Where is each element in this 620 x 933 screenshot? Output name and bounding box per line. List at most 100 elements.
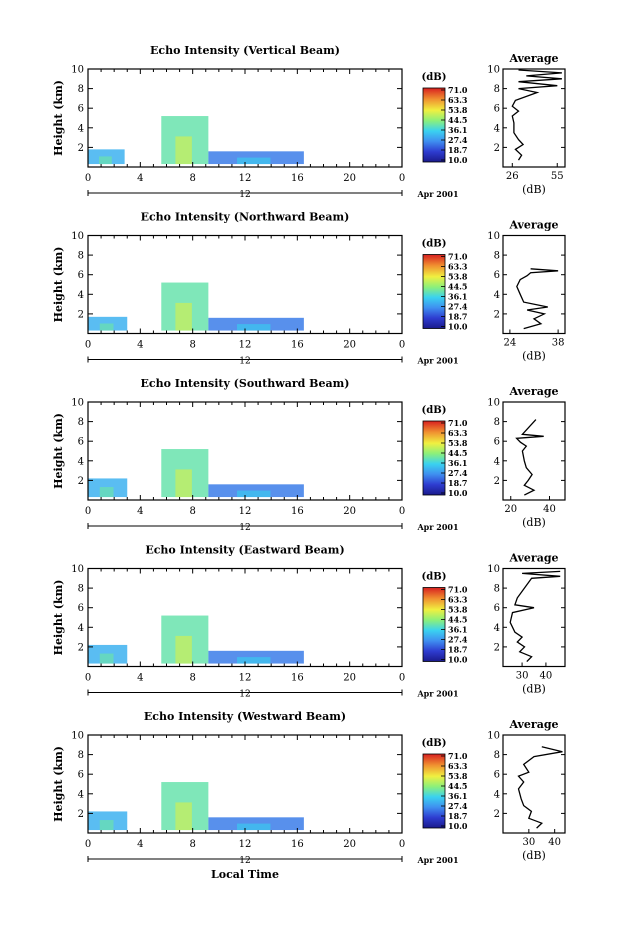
colorbar-tick-label: 71.0 bbox=[448, 751, 468, 761]
colorbar-tick-label: 27.4 bbox=[448, 302, 468, 312]
panel-title: Echo Intensity (Northward Beam) bbox=[141, 211, 350, 224]
average-frame bbox=[502, 68, 566, 168]
average-y-tick-label: 4 bbox=[494, 123, 500, 134]
day-label: 12 bbox=[239, 523, 250, 533]
local-time-label: Local Time bbox=[211, 868, 279, 881]
colorbar-tick-label: 63.3 bbox=[448, 428, 468, 438]
colorbar-tick-label: 63.3 bbox=[448, 262, 468, 272]
x-tick-label: 8 bbox=[189, 673, 195, 684]
colorbar-tick-label: 63.3 bbox=[448, 95, 468, 105]
colorbar-tick-label: 36.1 bbox=[448, 458, 467, 468]
average-frame bbox=[502, 734, 566, 834]
y-tick-label: 6 bbox=[78, 603, 84, 614]
y-tick-label: 4 bbox=[78, 623, 84, 634]
panel-2: Echo Intensity (Northward Beam)246810Hei… bbox=[52, 211, 566, 367]
x-tick-label: 12 bbox=[239, 839, 252, 850]
y-tick-label: 8 bbox=[78, 84, 84, 95]
average-y-tick-label: 10 bbox=[487, 731, 500, 742]
colorbar-tick-label: 44.5 bbox=[448, 282, 467, 292]
y-tick-label: 8 bbox=[78, 750, 84, 761]
average-y-tick-label: 6 bbox=[494, 437, 500, 448]
x-tick-label: 8 bbox=[189, 839, 195, 850]
x-tick-label: 20 bbox=[343, 673, 356, 684]
average-frame bbox=[502, 567, 566, 668]
echo-core bbox=[237, 823, 271, 831]
x-tick-label: 8 bbox=[189, 506, 195, 517]
echo-core bbox=[99, 653, 114, 664]
y-tick-label: 6 bbox=[78, 437, 84, 448]
x-tick-label: 0 bbox=[85, 173, 91, 184]
average-x-label: (dB) bbox=[522, 183, 546, 196]
panel-title: Echo Intensity (Westward Beam) bbox=[144, 710, 346, 723]
y-tick-label: 6 bbox=[78, 270, 84, 281]
average-y-tick-label: 6 bbox=[494, 770, 500, 781]
x-tick-label: 16 bbox=[291, 839, 304, 850]
colorbar-unit: (dB) bbox=[422, 72, 447, 83]
average-x-tick-label: 26 bbox=[506, 171, 519, 182]
average-y-tick-label: 2 bbox=[494, 642, 500, 653]
y-axis-label: Height (km) bbox=[52, 746, 65, 822]
colorbar bbox=[422, 87, 446, 163]
echo-core bbox=[99, 323, 114, 331]
average-y-tick-label: 2 bbox=[494, 309, 500, 320]
x-tick-label: 0 bbox=[85, 839, 91, 850]
average-x-label: (dB) bbox=[522, 516, 546, 529]
x-tick-label: 0 bbox=[399, 340, 405, 351]
average-title: Average bbox=[508, 718, 558, 731]
x-tick-label: 20 bbox=[343, 340, 356, 351]
average-y-tick-label: 10 bbox=[487, 564, 500, 575]
day-label: 12 bbox=[239, 856, 250, 866]
day-label: 12 bbox=[239, 690, 250, 700]
colorbar-tick-label: 71.0 bbox=[448, 585, 468, 595]
echo-core bbox=[237, 324, 271, 331]
panel-title: Echo Intensity (Southward Beam) bbox=[141, 377, 350, 390]
colorbar bbox=[422, 753, 446, 829]
x-tick-label: 0 bbox=[399, 673, 405, 684]
y-tick-label: 4 bbox=[78, 789, 84, 800]
date-label: Apr 2001 bbox=[416, 356, 458, 366]
echo-core bbox=[237, 157, 271, 165]
average-x-tick-label: 40 bbox=[540, 671, 553, 682]
colorbar bbox=[422, 420, 446, 496]
average-y-tick-label: 2 bbox=[494, 143, 500, 154]
echo-core bbox=[175, 802, 192, 831]
average-x-tick-label: 40 bbox=[548, 837, 561, 848]
colorbar-unit: (dB) bbox=[422, 572, 447, 583]
colorbar-tick-label: 36.1 bbox=[448, 125, 467, 135]
average-y-tick-label: 8 bbox=[494, 584, 500, 595]
average-x-tick-label: 30 bbox=[516, 671, 529, 682]
x-tick-label: 16 bbox=[291, 506, 304, 517]
colorbar-tick-label: 18.7 bbox=[448, 645, 467, 655]
average-y-tick-label: 10 bbox=[487, 65, 500, 76]
y-axis-label: Height (km) bbox=[52, 413, 65, 489]
colorbar-tick-label: 18.7 bbox=[448, 478, 467, 488]
x-tick-label: 8 bbox=[189, 173, 195, 184]
day-label: 12 bbox=[239, 190, 250, 200]
colorbar-tick-label: 36.1 bbox=[448, 791, 467, 801]
y-axis-label: Height (km) bbox=[52, 247, 65, 323]
colorbar-tick-label: 27.4 bbox=[448, 135, 468, 145]
average-title: Average bbox=[508, 385, 558, 398]
colorbar bbox=[422, 254, 446, 329]
y-axis-label: Height (km) bbox=[52, 80, 65, 156]
y-tick-label: 2 bbox=[78, 309, 84, 320]
average-profile-line bbox=[509, 570, 561, 663]
colorbar-tick-label: 44.5 bbox=[448, 115, 467, 125]
colorbar-tick-label: 53.8 bbox=[448, 105, 468, 115]
colorbar-tick-label: 10.0 bbox=[448, 155, 468, 165]
colorbar-tick-label: 44.5 bbox=[448, 615, 467, 625]
average-y-tick-label: 6 bbox=[494, 603, 500, 614]
y-tick-label: 4 bbox=[78, 123, 84, 134]
panel-4: Echo Intensity (Eastward Beam) 2 4 6 8 10 Heig… bbox=[52, 544, 566, 700]
echo-core bbox=[175, 469, 192, 498]
y-tick-label: 2 bbox=[78, 809, 84, 820]
y-tick-label: 4 bbox=[78, 456, 84, 467]
echo-core bbox=[237, 657, 271, 664]
x-tick-label: 20 bbox=[343, 839, 356, 850]
day-label: 12 bbox=[239, 357, 250, 367]
colorbar-tick-label: 44.5 bbox=[448, 448, 467, 458]
panel-3: Echo Intensity (Southward Beam) 2 4 6 8 10 Hei… bbox=[52, 377, 566, 533]
date-label: Apr 2001 bbox=[416, 189, 458, 199]
colorbar-tick-label: 44.5 bbox=[448, 781, 467, 791]
average-y-tick-label: 8 bbox=[494, 750, 500, 761]
